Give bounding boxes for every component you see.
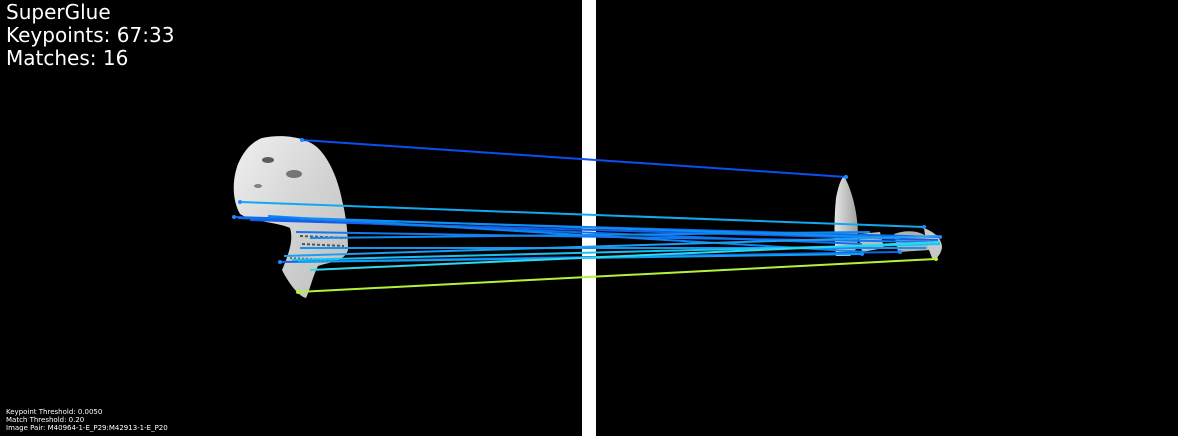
match-lines (233, 139, 941, 293)
image-separator (582, 0, 596, 436)
match-line (283, 235, 939, 257)
keypoint-marker (898, 250, 902, 254)
keypoint-marker (296, 290, 300, 294)
keypoint-marker (238, 200, 242, 204)
image-pair-text: Image Pair: M40964-1-E_P29:M42913-1-E_P2… (6, 424, 168, 432)
app-title: SuperGlue (6, 0, 111, 24)
match-line (309, 241, 941, 271)
keypoint-threshold-text: Keypoint Threshold: 0.0050 (6, 408, 103, 416)
match-line (249, 219, 939, 241)
match-line (267, 215, 867, 253)
match-line (299, 217, 901, 239)
match-line (301, 139, 847, 178)
keypoint-markers (232, 138, 942, 294)
keypoints-count: Keypoints: 67:33 (6, 23, 175, 47)
match-line (297, 258, 937, 293)
keypoint-marker (860, 252, 864, 256)
match-line (309, 231, 871, 239)
keypoint-marker (934, 257, 938, 261)
footer-overlay: Keypoint Threshold: 0.0050 Match Thresho… (6, 408, 168, 432)
keypoint-marker (300, 138, 304, 142)
match-threshold-text: Match Threshold: 0.20 (6, 416, 85, 424)
header-overlay: SuperGlue Keypoints: 67:33 Matches: 16 (6, 1, 174, 70)
keypoint-marker (938, 235, 942, 239)
keypoint-marker (844, 175, 848, 179)
keypoint-marker (922, 225, 926, 229)
match-line (239, 201, 925, 228)
matches-count: Matches: 16 (6, 46, 129, 70)
keypoint-marker (278, 260, 282, 264)
keypoint-marker (232, 215, 236, 219)
